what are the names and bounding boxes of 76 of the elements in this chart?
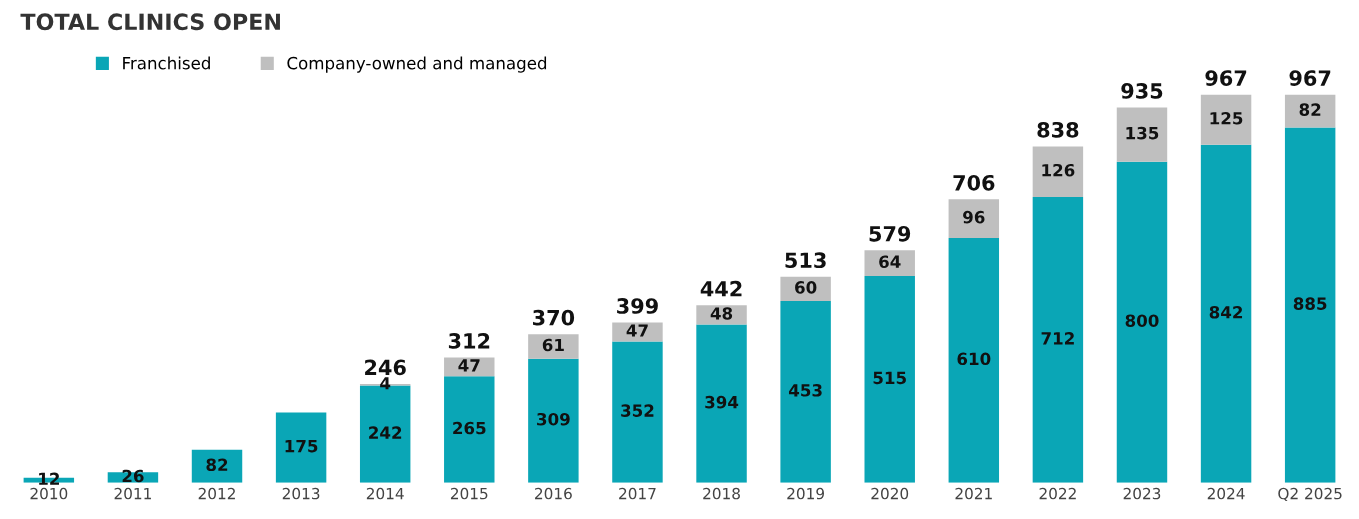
data-label: 82	[206, 458, 228, 472]
data-label: 394	[705, 395, 739, 409]
total-label: 513	[785, 252, 826, 269]
total-label: 706	[953, 174, 995, 191]
total-label: 579	[869, 225, 911, 242]
data-label: 265	[453, 421, 486, 435]
data-label: 125	[1210, 111, 1243, 125]
x-tick-label: 2018	[703, 487, 740, 500]
x-tick-label: 2010	[30, 487, 68, 500]
data-label: 60	[795, 281, 817, 294]
bar	[612, 341, 663, 483]
data-label: 96	[963, 210, 985, 224]
x-tick-label: Q2 2025	[1278, 487, 1342, 502]
total-label: 246	[365, 359, 406, 376]
x-tick-label: 2019	[787, 487, 824, 500]
data-label: 64	[879, 255, 901, 269]
legend-label: Company-owned and managed	[287, 56, 547, 73]
data-label: 885	[1293, 297, 1327, 310]
data-label: 352	[621, 404, 654, 417]
x-tick-label: 2012	[198, 487, 235, 500]
bar	[864, 276, 915, 483]
bar	[1284, 127, 1336, 483]
data-label: 126	[1042, 163, 1075, 177]
x-tick-label: 2020	[871, 487, 909, 500]
data-label: 712	[1041, 332, 1074, 345]
x-tick-label: 2024	[1207, 487, 1245, 500]
bar	[1200, 94, 1252, 145]
total-label: 442	[700, 280, 742, 297]
bar	[948, 237, 1000, 483]
total-label: 370	[533, 309, 575, 326]
data-label: 453	[788, 384, 822, 397]
bar	[528, 334, 579, 359]
x-tick-label: 2022	[1039, 487, 1076, 500]
legend-label: Franchised	[123, 56, 210, 70]
data-label: 309	[537, 412, 570, 426]
bar	[1284, 94, 1336, 128]
bar	[948, 199, 1000, 238]
bar	[528, 358, 579, 483]
data-label: 242	[369, 426, 402, 439]
total-label: 967	[1205, 70, 1247, 86]
x-tick-label: 2017	[619, 487, 656, 500]
data-label: 26	[122, 469, 144, 483]
data-label: 48	[710, 307, 733, 320]
bar	[275, 412, 327, 483]
x-tick-label: 2011	[114, 487, 151, 500]
bar	[1200, 144, 1252, 483]
total-label: 967	[1289, 70, 1331, 86]
bar	[444, 376, 495, 483]
x-tick-label: 2014	[366, 487, 404, 500]
data-label: 61	[542, 338, 564, 352]
x-tick-label: 2013	[282, 487, 320, 500]
data-label: 175	[285, 440, 318, 453]
x-tick-label: 2015	[450, 487, 488, 500]
data-label: 135	[1126, 126, 1159, 140]
bar	[1032, 196, 1084, 483]
bar	[1032, 146, 1084, 197]
data-label: 842	[1209, 305, 1243, 319]
data-label: 82	[1299, 103, 1321, 116]
x-tick-label: 2023	[1123, 487, 1161, 500]
bar	[696, 324, 747, 483]
x-tick-label: 2016	[535, 487, 572, 500]
x-tick-label: 2021	[955, 487, 992, 500]
total-label: 935	[1121, 83, 1163, 99]
data-label: 610	[957, 352, 991, 366]
bar	[864, 250, 915, 277]
total-label: 838	[1037, 121, 1079, 138]
total-label: 399	[617, 298, 658, 314]
total-label: 312	[448, 333, 490, 349]
data-label: 800	[1125, 314, 1159, 327]
bar	[780, 300, 831, 483]
data-label: 47	[458, 359, 480, 372]
bar	[1116, 161, 1168, 483]
data-label: 515	[873, 371, 906, 385]
data-label: 47	[626, 324, 648, 337]
chart-title: TOTAL CLINICS OPEN	[20, 13, 280, 31]
bar	[1116, 107, 1168, 162]
